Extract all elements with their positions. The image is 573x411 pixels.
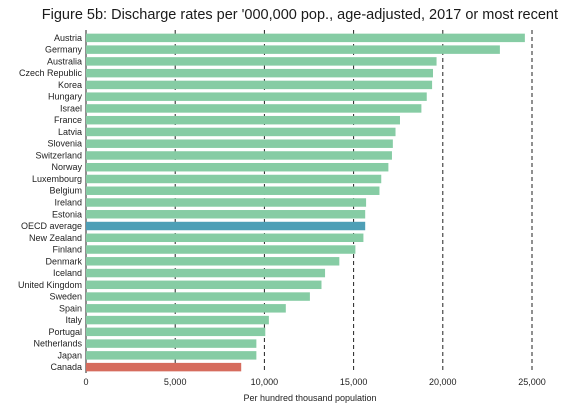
category-label: Latvia <box>58 127 82 137</box>
chart-title: Figure 5b: Discharge rates per '000,000 … <box>42 7 558 23</box>
category-label: Australia <box>47 56 82 66</box>
x-tick-label: 0 <box>83 377 88 387</box>
bar-belgium <box>86 186 380 195</box>
bars-layer <box>86 33 525 372</box>
bar-france <box>86 115 400 125</box>
bar-iceland <box>86 268 326 278</box>
bar-estonia <box>86 210 366 219</box>
category-label: Norway <box>51 162 82 172</box>
bar-latvia <box>86 127 396 137</box>
bar-switzerland <box>86 151 392 160</box>
category-label: Switzerland <box>35 150 82 160</box>
bar-denmark <box>86 257 340 266</box>
bar-ireland <box>86 198 367 207</box>
category-label: Italy <box>65 315 82 325</box>
category-label: Netherlands <box>33 339 82 349</box>
x-tick-label: 15,000 <box>340 377 368 387</box>
bar-canada <box>86 362 242 372</box>
category-label: OECD average <box>21 221 82 231</box>
x-tick-label: 25,000 <box>518 377 546 387</box>
category-label: Hungary <box>48 92 83 102</box>
bar-oecd-average <box>86 221 366 231</box>
bar-finland <box>86 245 356 254</box>
category-label: Israel <box>60 103 82 113</box>
category-label: Iceland <box>53 268 82 278</box>
bar-australia <box>86 57 437 66</box>
category-label: Luxembourg <box>32 174 82 184</box>
bar-germany <box>86 45 500 54</box>
category-label: Japan <box>57 350 82 360</box>
bar-austria <box>86 33 525 43</box>
category-label: Canada <box>50 362 82 372</box>
category-label: Portugal <box>48 327 82 337</box>
bar-netherlands <box>86 339 257 348</box>
category-label: Austria <box>54 33 82 43</box>
bar-luxembourg <box>86 174 382 184</box>
bar-korea <box>86 80 433 90</box>
category-label: Korea <box>58 80 82 90</box>
category-label: New Zealand <box>29 233 82 243</box>
bar-portugal <box>86 327 266 337</box>
bar-israel <box>86 104 422 113</box>
category-label: United Kingdom <box>18 280 82 290</box>
category-label: Denmark <box>45 256 82 266</box>
bar-czech-republic <box>86 68 433 78</box>
bar-sweden <box>86 292 310 301</box>
bar-spain <box>86 304 286 313</box>
x-tick-label: 5,000 <box>164 377 187 387</box>
bar-japan <box>86 351 257 360</box>
category-label: Spain <box>59 303 82 313</box>
bar-norway <box>86 162 389 172</box>
x-axis-title: Per hundred thousand population <box>243 393 376 403</box>
category-label: France <box>54 115 82 125</box>
category-label: Ireland <box>54 198 82 208</box>
category-label: Estonia <box>52 209 82 219</box>
x-tick-label: 20,000 <box>429 377 457 387</box>
category-label: Czech Republic <box>19 68 83 78</box>
category-label: Finland <box>52 245 82 255</box>
bar-new-zealand <box>86 233 364 243</box>
bar-italy <box>86 315 269 325</box>
category-label: Slovenia <box>47 139 82 149</box>
category-label: Sweden <box>49 292 82 302</box>
x-tick-label: 10,000 <box>251 377 279 387</box>
bar-slovenia <box>86 139 393 148</box>
bar-hungary <box>86 92 427 101</box>
category-label: Germany <box>45 45 83 55</box>
bar-united-kingdom <box>86 280 322 290</box>
category-label: Belgium <box>49 186 82 196</box>
x-axis-ticks: 0 5,000 10,000 15,000 20,000 25,000 <box>83 377 545 387</box>
